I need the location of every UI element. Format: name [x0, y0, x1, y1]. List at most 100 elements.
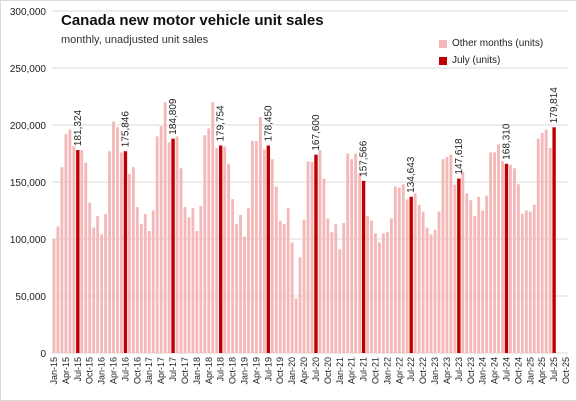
- legend-swatch-other: [439, 39, 447, 48]
- bar-other: [493, 152, 496, 353]
- bar-other: [445, 156, 449, 353]
- bar-other: [536, 138, 540, 353]
- bar-other: [528, 211, 532, 353]
- bar-other: [120, 152, 123, 353]
- bar-other: [112, 121, 115, 353]
- bar-other: [449, 154, 453, 353]
- x-tick-label: Oct-17: [180, 357, 190, 384]
- bar-other: [183, 207, 187, 353]
- bar-other: [501, 161, 504, 353]
- bar-other: [247, 208, 250, 353]
- bar-other: [294, 298, 298, 353]
- bar-other: [469, 200, 473, 353]
- bar-other: [131, 167, 135, 353]
- bar-other: [532, 204, 536, 353]
- bar-other: [417, 204, 421, 353]
- x-tick-label: Jan-25: [525, 357, 535, 385]
- bar-other: [346, 153, 350, 353]
- y-tick-label: 50,000: [15, 292, 46, 303]
- bar-july: [123, 151, 128, 353]
- bar-other: [88, 202, 92, 353]
- bar-other: [239, 215, 242, 353]
- bar-other: [393, 186, 397, 353]
- x-tick-label: Oct-19: [275, 357, 285, 384]
- bar-other: [258, 117, 262, 354]
- legend-item-other: Other months (units): [439, 35, 543, 52]
- bar-other: [342, 223, 346, 353]
- bar-other: [270, 159, 274, 353]
- bar-july: [457, 178, 461, 353]
- x-tick-label: Jul-20: [311, 357, 321, 382]
- x-tick-label: Oct-22: [418, 357, 428, 384]
- bar-other: [227, 163, 231, 353]
- x-tick-label: Jul-24: [501, 357, 511, 382]
- bar-july: [218, 145, 223, 353]
- x-tick-label: Jan-21: [335, 357, 345, 385]
- bar-other: [310, 161, 314, 353]
- bar-other: [231, 199, 235, 353]
- x-tick-label: Apr-19: [251, 357, 261, 384]
- x-tick-label: Jan-23: [430, 357, 440, 385]
- data-label-july: 134,643: [406, 156, 417, 193]
- bar-other: [540, 132, 544, 353]
- bar-other: [433, 229, 437, 353]
- bar-other: [453, 184, 457, 353]
- bar-other: [401, 184, 405, 353]
- bar-other: [298, 257, 302, 353]
- bar-other: [338, 249, 342, 353]
- bar-other: [441, 159, 445, 353]
- x-tick-label: Apr-18: [204, 357, 214, 384]
- x-tick-label: Apr-25: [537, 357, 547, 384]
- bar-other: [465, 193, 469, 353]
- y-tick-label: 250,000: [10, 64, 47, 75]
- bar-other: [509, 164, 512, 353]
- bar-july: [361, 180, 366, 353]
- bar-other: [516, 184, 520, 353]
- bar-other: [163, 102, 167, 353]
- bar-other: [84, 162, 88, 353]
- bar-other: [382, 233, 385, 353]
- bar-other: [116, 127, 119, 353]
- bar-other: [155, 136, 159, 353]
- y-tick-label: 300,000: [10, 7, 47, 18]
- bar-other: [477, 196, 481, 353]
- x-tick-label: Apr-20: [299, 357, 309, 384]
- bar-other: [187, 217, 191, 353]
- bar-other: [326, 218, 330, 353]
- y-tick-label: 100,000: [10, 235, 47, 246]
- x-tick-label: Oct-18: [228, 357, 238, 384]
- bar-other: [389, 218, 393, 353]
- data-label-july: 167,600: [311, 114, 322, 151]
- bar-other: [544, 129, 548, 353]
- bar-other: [354, 153, 358, 353]
- bar-july: [314, 154, 318, 353]
- x-tick-label: Jan-22: [382, 357, 392, 385]
- bar-other: [421, 211, 425, 353]
- x-tick-label: Jul-22: [406, 357, 416, 382]
- x-tick-label: Jan-20: [287, 357, 297, 385]
- chart-subtitle: monthly, unadjusted unit sales: [61, 34, 209, 46]
- data-label-july: 179,814: [549, 87, 560, 124]
- bar-other: [207, 128, 211, 353]
- bar-other: [524, 210, 528, 353]
- bar-other: [108, 151, 111, 353]
- y-tick-label: 200,000: [10, 121, 47, 132]
- bar-other: [203, 135, 207, 353]
- bar-other: [100, 234, 104, 353]
- x-tick-label: Jan-18: [192, 357, 202, 385]
- bar-other: [211, 102, 215, 353]
- x-tick-label: Jul-19: [263, 357, 273, 382]
- bar-other: [56, 226, 60, 353]
- bar-other: [405, 199, 409, 353]
- bar-other: [60, 167, 64, 353]
- data-label-july: 175,846: [120, 111, 131, 148]
- bar-other: [143, 213, 147, 353]
- bar-other: [461, 171, 465, 353]
- bar-other: [302, 219, 306, 353]
- bar-other: [370, 220, 373, 353]
- bar-july: [171, 138, 175, 353]
- bar-other: [127, 174, 131, 353]
- bar-july: [552, 127, 556, 353]
- x-tick-label: Jul-15: [73, 357, 83, 382]
